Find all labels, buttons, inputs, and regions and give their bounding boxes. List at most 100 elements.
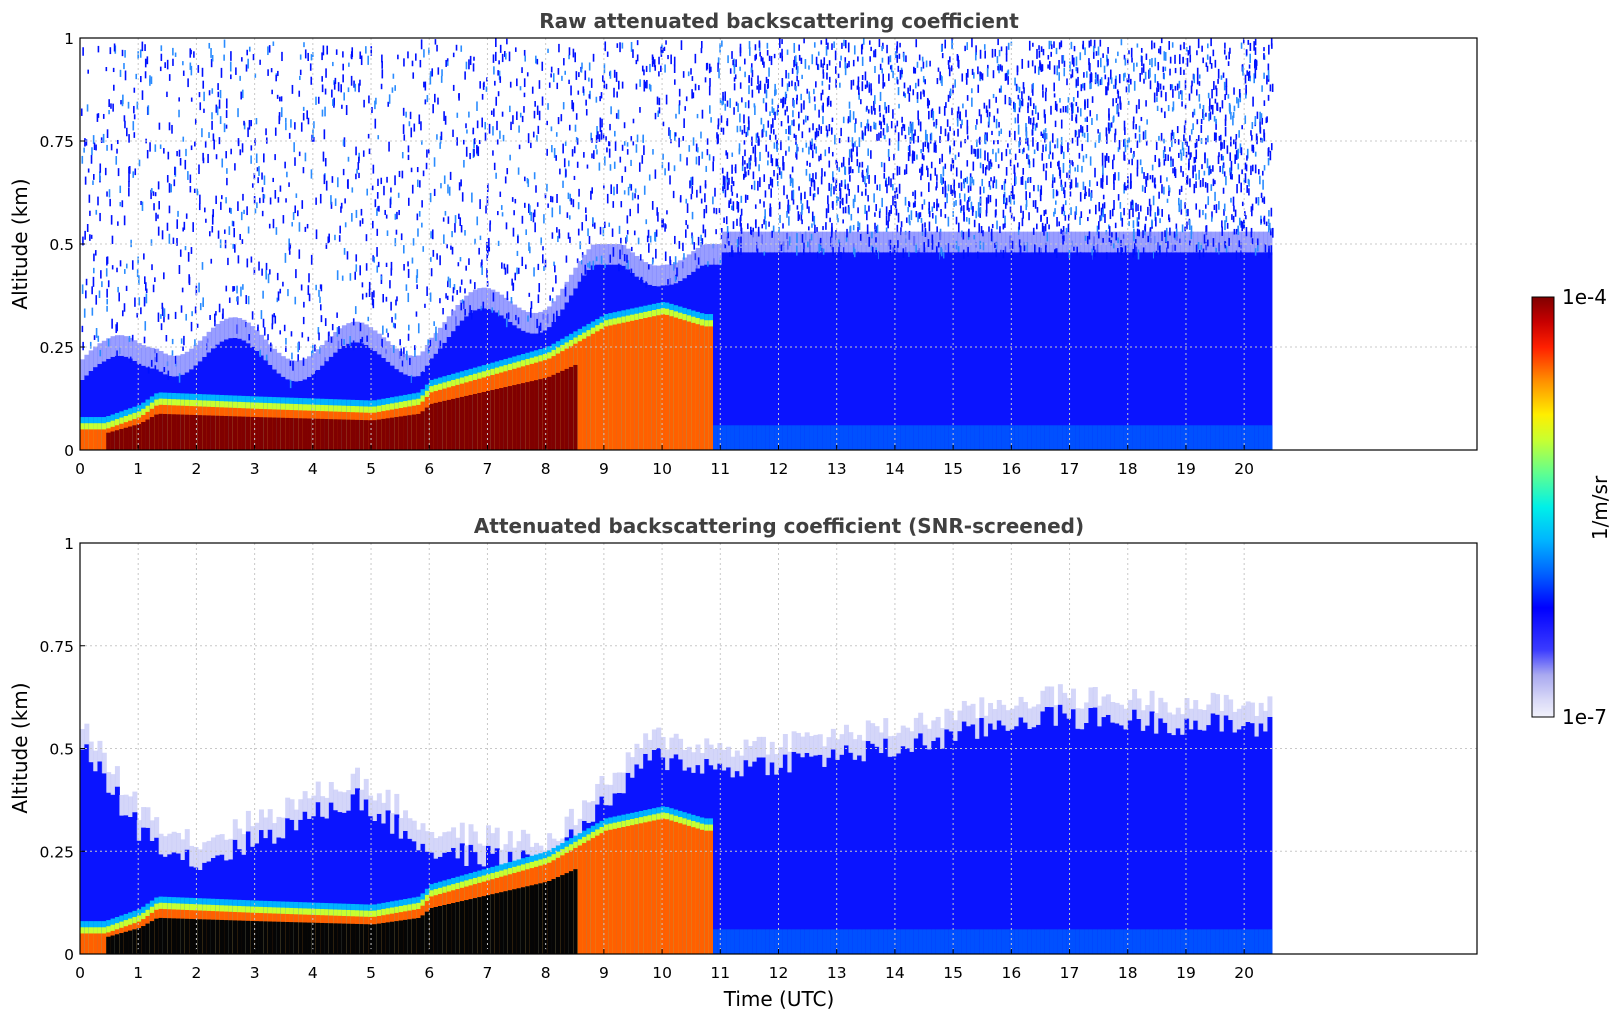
noise-speck [818, 243, 821, 254]
noise-speck [1052, 174, 1054, 181]
heat-cell [953, 231, 959, 253]
noise-speck [85, 278, 88, 286]
heat-cell [1005, 231, 1011, 253]
noise-speck [1063, 210, 1066, 216]
heat-cell [699, 325, 705, 450]
noise-speck [1007, 42, 1010, 50]
heat-cell [381, 418, 387, 450]
heat-cell [520, 383, 526, 450]
noise-speck [580, 68, 583, 73]
noise-speck [361, 218, 364, 224]
noise-speck [889, 250, 892, 256]
heat-cell [961, 252, 967, 450]
noise-speck [1135, 239, 1137, 245]
noise-speck [1119, 96, 1121, 105]
noise-speck [1158, 48, 1160, 54]
noise-speck [1164, 66, 1167, 72]
noise-speck [504, 176, 507, 184]
noise-speck [815, 81, 817, 88]
heat-cell [870, 252, 876, 450]
noise-speck [818, 155, 820, 162]
noise-speck [376, 265, 379, 273]
heat-cell [101, 340, 107, 362]
noise-speck [618, 263, 620, 272]
noise-speck [757, 226, 760, 231]
noise-speck [807, 241, 809, 248]
noise-speck [605, 136, 607, 142]
noise-speck [905, 217, 908, 223]
noise-speck [324, 158, 327, 167]
noise-speck [1027, 144, 1030, 151]
noise-speck [190, 97, 193, 102]
noise-speck [825, 222, 827, 230]
noise-speck [718, 68, 720, 79]
heat-cell [1114, 252, 1120, 450]
noise-speck [1196, 77, 1199, 85]
noise-speck [1040, 131, 1043, 136]
heat-cell [599, 328, 605, 450]
noise-speck [138, 275, 140, 285]
noise-speck [262, 193, 265, 203]
noise-speck [228, 226, 231, 236]
noise-speck [160, 323, 163, 331]
noise-speck [481, 117, 483, 128]
noise-speck [806, 88, 809, 94]
noise-speck [516, 267, 518, 275]
noise-speck [1175, 228, 1178, 237]
noise-speck [192, 222, 194, 232]
noise-speck [351, 47, 354, 58]
noise-speck [1185, 209, 1188, 217]
heat-cell [1088, 231, 1094, 253]
noise-speck [889, 55, 892, 63]
noise-speck [410, 127, 413, 138]
noise-speck [1107, 46, 1109, 54]
noise-speck [1074, 129, 1077, 138]
noise-speck [639, 254, 642, 261]
noise-speck [795, 150, 798, 160]
noise-speck [1047, 64, 1049, 69]
noise-speck [964, 177, 967, 183]
noise-speck [966, 95, 969, 101]
noise-speck [719, 43, 721, 53]
heat-cell [110, 356, 116, 450]
noise-speck [884, 180, 887, 187]
noise-speck [951, 107, 953, 116]
noise-speck [866, 172, 869, 180]
noise-speck [311, 134, 313, 142]
noise-speck [1044, 209, 1047, 215]
noise-speck [1008, 130, 1011, 138]
noise-speck [171, 350, 174, 356]
heat-cell [446, 399, 452, 450]
noise-speck [1081, 143, 1084, 152]
noise-speck [382, 325, 384, 335]
noise-speck [1032, 137, 1034, 147]
noise-speck [750, 67, 753, 73]
noise-speck [852, 199, 855, 209]
heat-cell [114, 355, 120, 450]
noise-speck [1190, 85, 1193, 94]
heat-cell [909, 425, 915, 450]
noise-speck [488, 123, 491, 134]
noise-speck [923, 247, 926, 253]
heat-cell [1066, 425, 1072, 450]
noise-speck [97, 335, 100, 342]
noise-speck [858, 162, 861, 168]
noise-speck [390, 268, 393, 276]
noise-speck [878, 211, 881, 218]
noise-speck [260, 310, 263, 320]
noise-speck [840, 252, 842, 260]
noise-speck [306, 223, 309, 229]
heat-cell [525, 311, 531, 333]
noise-speck [766, 50, 769, 56]
noise-speck [1110, 77, 1113, 84]
noise-speck [517, 167, 520, 175]
noise-speck [704, 180, 707, 187]
heat-cell [1110, 252, 1116, 450]
heat-cell [285, 358, 291, 380]
noise-speck [137, 256, 139, 265]
noise-speck [842, 156, 845, 167]
noise-speck [781, 48, 783, 57]
noise-speck [195, 285, 198, 296]
noise-speck [772, 225, 775, 233]
noise-speck [743, 173, 746, 178]
